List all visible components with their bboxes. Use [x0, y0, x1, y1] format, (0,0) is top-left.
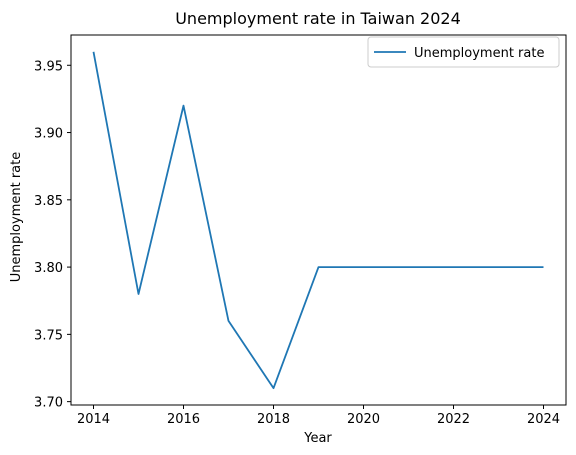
y-tick-label: 3.90 [34, 127, 63, 142]
y-axis-label: Unemployment rate [9, 152, 24, 282]
x-axis-label: Year [303, 431, 332, 446]
series-line [92, 51, 544, 390]
x-tick-label: 2018 [257, 412, 290, 427]
x-tick-label: 2020 [347, 412, 380, 427]
y-tick-label: 3.70 [34, 396, 63, 411]
legend: Unemployment rate [367, 36, 560, 68]
legend-label: Unemployment rate [414, 46, 544, 61]
x-tick-label: 2024 [527, 412, 560, 427]
x-tick-label: 2022 [437, 412, 470, 427]
y-tick-label: 3.85 [34, 194, 63, 209]
legend-box [367, 36, 560, 68]
plot-area [92, 51, 544, 390]
y-tick-label: 3.95 [34, 59, 63, 74]
chart-title: Unemployment rate in Taiwan 2024 [175, 9, 461, 28]
axes: 2014 2016 2018 2020 2022 2024 3.70 3.75 3.80 3.85… [34, 34, 567, 427]
plot-frame [70, 34, 567, 406]
x-tick-label: 2016 [167, 412, 200, 427]
y-tick-label: 3.75 [34, 328, 63, 343]
y-tick-label: 3.80 [34, 261, 63, 276]
x-tick-label: 2014 [77, 412, 110, 427]
